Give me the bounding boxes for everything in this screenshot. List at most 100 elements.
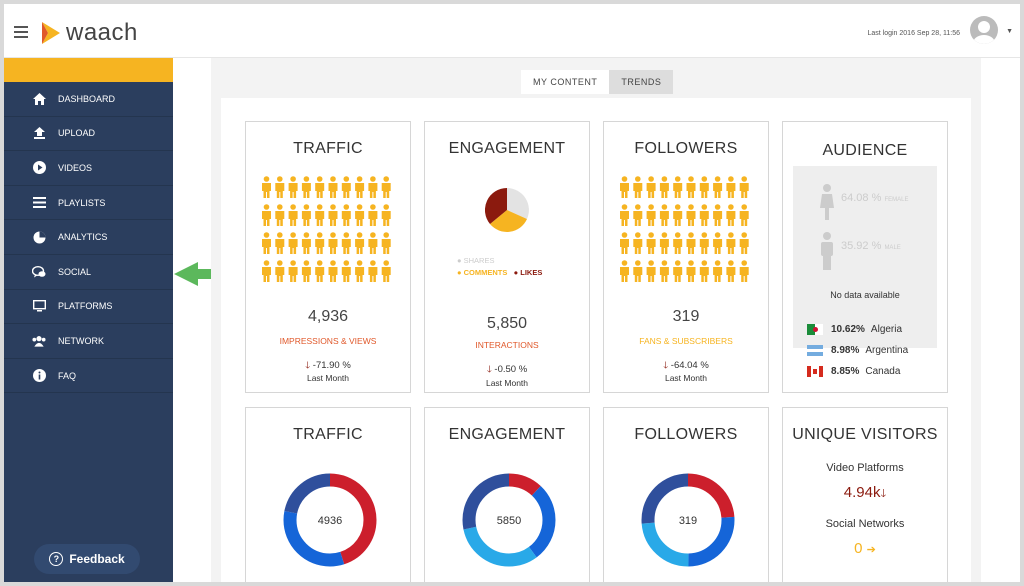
sidebar-item-social[interactable]: SOCIAL: [4, 255, 173, 290]
person-icon: [620, 176, 629, 198]
sidebar-item-label: PLATFORMS: [58, 301, 113, 312]
person-icon: [301, 204, 311, 226]
person-icon: [686, 232, 696, 254]
person-icon: [288, 232, 298, 254]
people-pictogram: [262, 176, 391, 282]
tab-my-content[interactable]: MY CONTENT: [521, 70, 610, 94]
person-icon: [699, 176, 709, 198]
country-name: Argentina: [865, 345, 909, 356]
person-icon: [328, 204, 338, 226]
person-icon: [620, 204, 629, 226]
followers-delta: 🡓 -64.04 %: [604, 358, 768, 374]
country-row: 8.85% Canada: [807, 366, 900, 377]
top-bar: waach Last login 2016 Sep 28, 11:56 ▼: [4, 4, 1020, 58]
sidebar-item-label: UPLOAD: [58, 128, 96, 139]
sidebar-item-network[interactable]: NETWORK: [4, 324, 173, 359]
sidebar-item-label: PLAYLISTS: [58, 197, 106, 208]
avatar[interactable]: [970, 16, 998, 44]
person-icon: [739, 260, 749, 282]
video-platforms-label: Video Platforms: [826, 462, 904, 474]
country-row: 8.98% Argentina: [807, 345, 908, 356]
sidebar-item-analytics[interactable]: ANALYTICS: [4, 220, 173, 255]
sidebar-item-upload[interactable]: UPLOAD: [4, 117, 173, 152]
traffic-period: Last Month: [306, 373, 350, 383]
person-icon: [673, 232, 683, 254]
person-icon: [659, 260, 669, 282]
upload-icon: [32, 126, 46, 140]
sidebar-item-playlists[interactable]: PLAYLISTS: [4, 186, 173, 221]
person-icon: [739, 232, 749, 254]
chevron-down-icon[interactable]: ▼: [1006, 28, 1013, 35]
argentina-flag-icon: [807, 345, 823, 356]
person-icon: [288, 176, 298, 198]
tab-bar: MY CONTENT TRENDS: [521, 70, 674, 94]
person-icon: [713, 204, 723, 226]
logo[interactable]: waach: [40, 18, 138, 48]
engagement-donut-card: ENGAGEMENT 5850: [424, 407, 590, 582]
person-icon: [355, 260, 365, 282]
sidebar-item-videos[interactable]: VIDEOS: [4, 151, 173, 186]
person-icon: [726, 204, 736, 226]
sidebar-item-platforms[interactable]: PLATFORMS: [4, 290, 173, 325]
person-icon: [381, 204, 391, 226]
person-icon: [686, 204, 696, 226]
users-icon: [32, 334, 46, 348]
traffic-card: TRAFFIC 4,936 IMPRESSIONS & VIEWS 🡓 -71.…: [245, 121, 411, 393]
arrow-right-icon: ➔: [866, 544, 876, 556]
person-icon: [368, 176, 378, 198]
legend-comments: ● COMMENTS: [457, 268, 508, 277]
person-icon: [275, 176, 285, 198]
person-icon: [633, 204, 643, 226]
info-icon: [32, 369, 46, 383]
monitor-icon: [32, 299, 46, 313]
legend-shares: ● SHARES: [457, 256, 494, 265]
card-title: FOLLOWERS: [634, 426, 738, 443]
tab-trends[interactable]: TRENDS: [609, 70, 674, 94]
female-label: FEMALE: [884, 197, 909, 203]
male-pct: 35.92 %: [841, 240, 882, 252]
card-title: ENGAGEMENT: [448, 426, 566, 443]
followers-donut-chart: 319: [641, 473, 735, 567]
country-row: 10.62% Algeria: [807, 324, 902, 335]
person-icon: [275, 204, 285, 226]
followers-delta-value: -64.04 %: [670, 360, 709, 371]
country-pct: 8.85%: [831, 366, 860, 377]
sidebar-item-label: SOCIAL: [58, 266, 92, 277]
sidebar-item-label: DASHBOARD: [58, 93, 116, 104]
person-icon: [275, 232, 285, 254]
male-icon: [821, 232, 833, 270]
card-title: FOLLOWERS: [634, 140, 738, 157]
feedback-button[interactable]: ? Feedback: [34, 544, 140, 574]
person-icon: [659, 204, 669, 226]
person-icon: [315, 260, 325, 282]
sidebar-item-label: NETWORK: [58, 335, 104, 346]
person-icon: [646, 204, 656, 226]
person-icon: [739, 204, 749, 226]
traffic-label: IMPRESSIONS & VIEWS: [279, 336, 377, 346]
engagement-value: 5,850: [486, 315, 528, 332]
legend-dot-icon: ●: [457, 256, 462, 265]
person-icon: [262, 232, 271, 254]
person-icon: [699, 204, 709, 226]
engagement-donut-chart: 5850: [462, 473, 556, 567]
app-window: waach Last login 2016 Sep 28, 11:56 ▼ DA…: [4, 4, 1020, 582]
arrow-down-icon: 🡓: [305, 360, 311, 371]
male-label: MALE: [884, 245, 901, 251]
country-name: Canada: [865, 366, 901, 377]
sidebar-item-label: ANALYTICS: [58, 232, 108, 243]
menu-icon[interactable]: [14, 26, 28, 38]
person-icon: [381, 260, 391, 282]
help-icon: ?: [49, 552, 64, 566]
sidebar-item-faq[interactable]: FAQ: [4, 359, 173, 394]
last-login-text: Last login 2016 Sep 28, 11:56: [867, 30, 960, 37]
card-title: TRAFFIC: [293, 426, 363, 443]
card-title: ENGAGEMENT: [448, 140, 566, 157]
person-icon: [673, 260, 683, 282]
person-icon: [315, 176, 325, 198]
traffic-delta-value: -71.90 %: [312, 360, 351, 371]
person-icon: [355, 176, 365, 198]
video-platforms-number: 4.94k: [843, 484, 881, 501]
sidebar-item-dashboard[interactable]: DASHBOARD: [4, 82, 173, 117]
logo-text: waach: [66, 19, 138, 46]
arrow-down-icon: 🡓: [663, 360, 669, 371]
